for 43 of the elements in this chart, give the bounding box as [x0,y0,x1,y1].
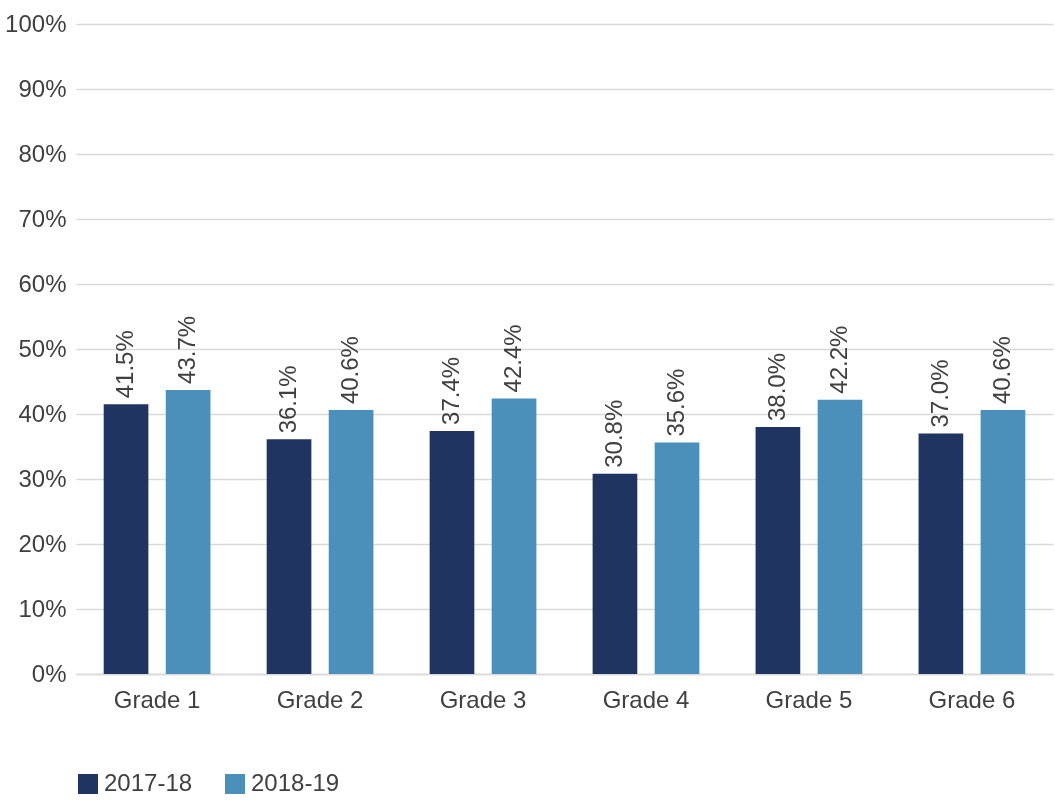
data-label: 30.8% [599,399,627,468]
data-label: 36.1% [274,365,302,434]
y-tick-label: 50% [18,334,67,362]
data-label: 41.5% [111,330,139,399]
data-label: 40.6% [987,336,1015,405]
x-tick-label: Grade 3 [439,685,527,713]
bar [755,427,801,674]
y-tick-label: 60% [18,269,67,297]
data-label: 37.0% [925,359,953,428]
x-tick-label: Grade 4 [602,685,690,713]
x-tick-label: Grade 6 [928,685,1016,713]
data-label: 37.4% [436,356,464,425]
legend-label: 2017-18 [104,769,193,796]
y-tick-label: 100% [5,9,67,37]
bar [654,442,700,674]
y-tick-label: 90% [18,74,67,102]
data-label: 38.0% [762,352,790,421]
data-label: 43.7% [173,315,201,384]
y-tick-label: 40% [18,399,67,427]
bar [491,398,537,674]
bar [592,473,638,674]
bar [980,410,1026,674]
data-label: 42.4% [499,324,527,393]
legend-label: 2018-19 [251,769,340,796]
y-tick-label: 20% [18,529,67,557]
x-tick-label: Grade 2 [276,685,364,713]
y-tick-label: 80% [18,139,67,167]
data-label: 35.6% [662,368,690,437]
x-tick-label: Grade 5 [765,685,853,713]
bar [918,433,964,674]
bar [429,430,475,674]
bar [266,439,312,674]
y-tick-label: 0% [31,659,67,687]
bar [817,399,863,674]
bar [103,404,149,674]
data-label: 40.6% [336,336,364,405]
y-tick-label: 30% [18,464,67,492]
data-label: 42.2% [824,325,852,394]
bar [165,389,211,674]
y-tick-label: 10% [18,594,67,622]
x-tick-label: Grade 1 [113,685,201,713]
bar [328,410,374,674]
y-tick-label: 70% [18,204,67,232]
